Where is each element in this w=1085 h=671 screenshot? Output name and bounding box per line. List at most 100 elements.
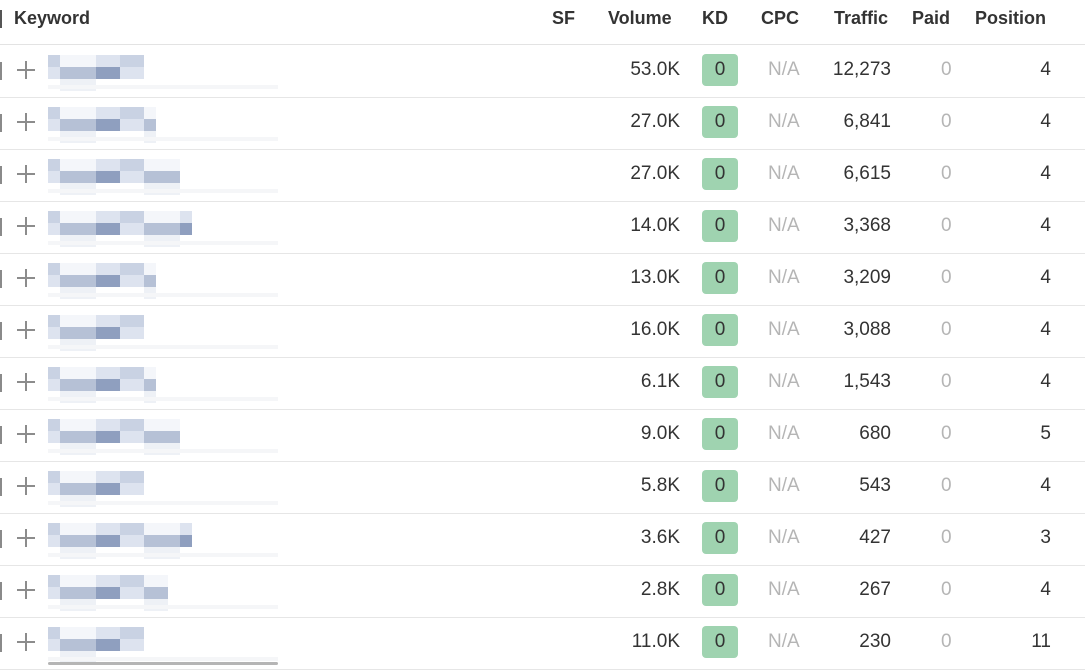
keyword-redacted[interactable]: [48, 55, 278, 91]
row-select-edge[interactable]: [0, 166, 2, 184]
paid-value: 0: [941, 631, 952, 652]
paid-value: 0: [941, 215, 952, 236]
traffic-value[interactable]: 6,615: [843, 163, 891, 184]
cpc-value: N/A: [768, 215, 800, 236]
position-value: 4: [1040, 267, 1051, 288]
volume-value: 13.0K: [630, 267, 680, 288]
traffic-value[interactable]: 3,368: [843, 215, 891, 236]
table-row: 11.0K 0 N/A 230 0 11: [0, 617, 1085, 670]
keyword-redacted[interactable]: [48, 575, 278, 611]
kd-badge: 0: [702, 106, 738, 138]
keyword-redacted[interactable]: [48, 523, 278, 559]
traffic-value[interactable]: 267: [859, 579, 891, 600]
plus-icon[interactable]: [16, 60, 36, 80]
position-value: 4: [1040, 579, 1051, 600]
row-select-edge[interactable]: [0, 62, 2, 80]
traffic-value[interactable]: 3,209: [843, 267, 891, 288]
traffic-value[interactable]: 230: [859, 631, 891, 652]
row-select-edge[interactable]: [0, 114, 2, 132]
volume-value: 2.8K: [640, 579, 680, 600]
table-row: 2.8K 0 N/A 267 0 4: [0, 565, 1085, 618]
column-header-position[interactable]: Position: [975, 8, 1046, 28]
keyword-redacted[interactable]: [48, 367, 278, 403]
traffic-value[interactable]: 427: [859, 527, 891, 548]
plus-icon[interactable]: [16, 372, 36, 392]
column-header-kd[interactable]: KD: [702, 8, 728, 28]
table-row: 14.0K 0 N/A 3,368 0 4: [0, 201, 1085, 254]
position-value: 4: [1040, 371, 1051, 392]
traffic-value[interactable]: 1,543: [843, 371, 891, 392]
volume-value: 11.0K: [631, 631, 680, 652]
position-value: 11: [1031, 631, 1051, 652]
plus-icon[interactable]: [16, 424, 36, 444]
row-select-edge[interactable]: [0, 270, 2, 288]
keyword-redacted[interactable]: [48, 471, 278, 507]
position-value: 4: [1040, 319, 1051, 340]
table-row: 27.0K 0 N/A 6,615 0 4: [0, 149, 1085, 202]
row-select-edge[interactable]: [0, 530, 2, 548]
cpc-value: N/A: [768, 59, 800, 80]
kd-badge: 0: [702, 262, 738, 294]
column-header-volume[interactable]: Volume: [608, 8, 672, 28]
plus-icon[interactable]: [16, 528, 36, 548]
keyword-redacted[interactable]: [48, 159, 278, 195]
column-header-sf[interactable]: SF: [552, 8, 576, 28]
row-select-edge[interactable]: [0, 634, 2, 652]
position-value: 5: [1040, 423, 1051, 444]
plus-icon[interactable]: [16, 580, 36, 600]
plus-icon[interactable]: [16, 164, 36, 184]
keyword-redacted[interactable]: [48, 419, 278, 455]
keyword-redacted[interactable]: [48, 107, 278, 143]
volume-value: 16.0K: [630, 319, 680, 340]
plus-icon[interactable]: [16, 320, 36, 340]
column-header-paid[interactable]: Paid: [912, 8, 951, 28]
column-header-keyword[interactable]: Keyword: [14, 8, 91, 28]
volume-value: 9.0K: [640, 423, 680, 444]
traffic-value[interactable]: 680: [859, 423, 891, 444]
row-select-edge[interactable]: [0, 426, 2, 444]
row-select-edge[interactable]: [0, 322, 2, 340]
column-header-traffic[interactable]: Traffic: [834, 8, 889, 28]
table-row: 5.8K 0 N/A 543 0 4: [0, 461, 1085, 514]
row-select-edge[interactable]: [0, 582, 2, 600]
horizontal-scrollbar[interactable]: [48, 662, 278, 665]
row-select-edge[interactable]: [0, 218, 2, 236]
row-select-edge[interactable]: [0, 374, 2, 392]
traffic-value[interactable]: 6,841: [843, 111, 891, 132]
position-value: 4: [1040, 111, 1051, 132]
paid-value: 0: [941, 59, 952, 80]
paid-value: 0: [941, 527, 952, 548]
plus-icon[interactable]: [16, 216, 36, 236]
kd-badge: 0: [702, 418, 738, 450]
volume-value: 27.0K: [630, 163, 680, 184]
keyword-redacted[interactable]: [48, 627, 278, 663]
volume-value: 5.8K: [640, 475, 680, 496]
plus-icon[interactable]: [16, 268, 36, 288]
paid-value: 0: [941, 319, 952, 340]
volume-value: 3.6K: [640, 527, 680, 548]
position-value: 3: [1040, 527, 1051, 548]
traffic-value[interactable]: 543: [859, 475, 891, 496]
keyword-redacted[interactable]: [48, 211, 278, 247]
table-row: 3.6K 0 N/A 427 0 3: [0, 513, 1085, 566]
kd-badge: 0: [702, 54, 738, 86]
keyword-redacted[interactable]: [48, 315, 278, 351]
kd-badge: 0: [702, 470, 738, 502]
cpc-value: N/A: [768, 371, 800, 392]
plus-icon[interactable]: [16, 632, 36, 652]
cpc-value: N/A: [768, 267, 800, 288]
plus-icon[interactable]: [16, 476, 36, 496]
cpc-value: N/A: [768, 475, 800, 496]
traffic-value[interactable]: 3,088: [843, 319, 891, 340]
paid-value: 0: [941, 111, 952, 132]
paid-value: 0: [941, 423, 952, 444]
table-row: 13.0K 0 N/A 3,209 0 4: [0, 253, 1085, 306]
table-row: 9.0K 0 N/A 680 0 5: [0, 409, 1085, 462]
traffic-value[interactable]: 12,273: [832, 59, 891, 80]
plus-icon[interactable]: [16, 112, 36, 132]
table-row: 6.1K 0 N/A 1,543 0 4: [0, 357, 1085, 410]
column-header-cpc[interactable]: CPC: [761, 8, 800, 28]
cpc-value: N/A: [768, 319, 800, 340]
keyword-redacted[interactable]: [48, 263, 278, 299]
row-select-edge[interactable]: [0, 478, 2, 496]
